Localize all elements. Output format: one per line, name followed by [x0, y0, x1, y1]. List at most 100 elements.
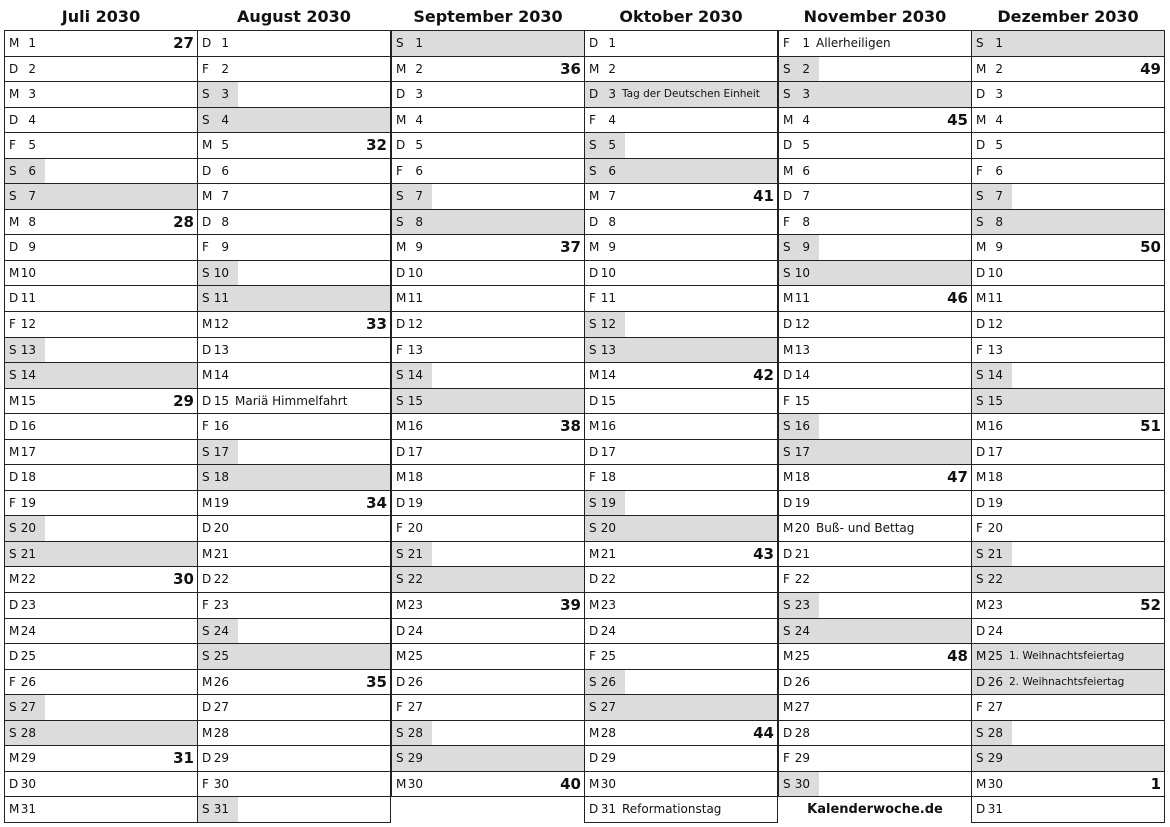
day-row: D 24 — [972, 619, 1164, 645]
day-number: 16 — [407, 419, 423, 434]
week-number: 28 — [173, 212, 194, 231]
day-number: 13 — [987, 342, 1003, 357]
day-row: S 20 — [585, 516, 777, 542]
day-row: D 3 Tag der Deutschen Einheit — [585, 82, 777, 108]
weekday-letter: D — [202, 751, 212, 766]
day-number: 5 — [995, 138, 1003, 153]
holiday-name: 1. Weihnachtsfeiertag — [1009, 650, 1125, 663]
weekday-letter: D — [976, 87, 986, 102]
day-row: F 22 — [779, 567, 971, 594]
week-number: 31 — [173, 749, 194, 768]
weekday-letter: D — [396, 265, 406, 280]
saturday-shade — [198, 797, 238, 822]
day-number: 21 — [213, 546, 229, 561]
day-row: M 28 — [198, 721, 390, 747]
day-row: F 29 — [779, 746, 971, 772]
week-number: 29 — [173, 391, 194, 410]
weekday-letter: S — [589, 700, 597, 715]
day-row: D 31 — [972, 797, 1164, 823]
day-number: 17 — [213, 444, 229, 459]
saturday-shade — [972, 541, 1012, 567]
day-row: M 10 — [5, 261, 197, 287]
weekday-letter: M — [9, 265, 20, 280]
day-row: S 14 — [972, 363, 1164, 389]
weekday-letter: S — [976, 189, 984, 204]
day-number: 12 — [407, 317, 423, 332]
day-number: 27 — [407, 700, 423, 715]
day-number: 13 — [20, 342, 36, 357]
day-row: D 19 — [779, 491, 971, 517]
day-row: S 26 — [585, 669, 777, 696]
day-number: 21 — [794, 546, 810, 561]
week-number: 36 — [560, 59, 581, 78]
weekday-letter: M — [9, 214, 20, 229]
day-row: F 20 — [392, 516, 584, 542]
day-number: 15 — [213, 393, 229, 408]
day-number: 15 — [20, 393, 36, 408]
day-row: F 19 — [5, 491, 197, 517]
weekday-letter: S — [783, 61, 791, 76]
weekday-letter: D — [396, 444, 406, 459]
weekday-letter: S — [783, 240, 791, 255]
day-row: S 24 — [198, 618, 390, 645]
week-number: 34 — [366, 493, 387, 512]
week-number: 27 — [173, 34, 194, 52]
day-row: S 15 — [972, 388, 1164, 415]
month-grid: S 1 M 2 49 D 3 M 4 D 5 F 6 S 7 S 8 M 9 50 D 10 M 11 D 12 F 13 S 14 S 15… — [971, 30, 1165, 823]
day-row: D 12 — [972, 312, 1164, 338]
day-row: D 25 — [5, 644, 197, 670]
weekday-letter: M — [396, 470, 407, 485]
day-row: M 12 33 — [198, 312, 390, 338]
day-number: 5 — [802, 138, 810, 153]
day-number: 11 — [794, 291, 810, 306]
weekday-letter: D — [783, 368, 793, 383]
day-number: 8 — [28, 214, 36, 229]
day-number: 20 — [407, 521, 423, 536]
day-row: D 15 — [585, 389, 777, 415]
weekday-letter: F — [396, 521, 403, 536]
holiday-name: Buß- und Bettag — [816, 521, 915, 536]
day-number: 7 — [608, 189, 616, 204]
day-number: 2 — [995, 61, 1003, 76]
day-row: M 23 52 — [972, 593, 1164, 619]
day-number: 29 — [794, 751, 810, 766]
saturday-shade — [585, 133, 625, 158]
day-number: 15 — [407, 393, 423, 408]
day-row: S 21 — [972, 541, 1164, 568]
weekday-letter: S — [976, 572, 984, 587]
weekday-letter: M — [9, 623, 20, 638]
day-number: 24 — [213, 623, 229, 638]
weekday-letter: M — [9, 36, 20, 50]
weekday-letter: M — [783, 470, 794, 485]
day-row: M 16 — [585, 414, 777, 440]
weekday-letter: M — [396, 598, 407, 613]
day-number: 18 — [213, 470, 229, 485]
weekday-letter: S — [9, 163, 17, 178]
weekday-letter: F — [202, 419, 209, 434]
week-number: 40 — [560, 774, 581, 793]
weekday-letter: M — [589, 240, 600, 255]
day-number: 22 — [407, 572, 423, 587]
day-number: 21 — [20, 546, 36, 561]
day-number: 1 — [221, 36, 229, 50]
weekday-letter: D — [9, 291, 19, 306]
weekday-letter: M — [9, 87, 20, 102]
weekday-letter: D — [976, 317, 986, 332]
day-row: D 12 — [392, 312, 584, 338]
weekday-letter: S — [783, 419, 791, 434]
day-row: M 11 46 — [779, 286, 971, 313]
day-row: M 29 31 — [5, 746, 197, 772]
day-number: 14 — [407, 368, 423, 383]
weekday-letter: S — [976, 393, 984, 408]
day-row: F 26 — [5, 670, 197, 696]
day-number: 22 — [794, 572, 810, 587]
weekday-letter: S — [396, 725, 404, 740]
day-row: M 23 39 — [392, 593, 584, 619]
day-row: D 26 2. Weihnachtsfeiertag — [972, 669, 1164, 696]
weekday-letter: S — [396, 368, 404, 383]
day-row: S 30 — [779, 771, 971, 798]
weekday-letter: M — [396, 240, 407, 255]
